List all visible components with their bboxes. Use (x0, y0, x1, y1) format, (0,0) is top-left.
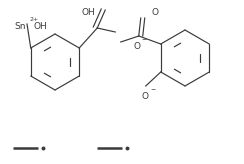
Text: O: O (133, 42, 140, 51)
Text: O: O (152, 8, 159, 17)
Text: 2+: 2+ (30, 17, 39, 22)
Text: O: O (142, 92, 149, 101)
Text: OH: OH (82, 8, 96, 17)
Text: −: − (150, 86, 155, 91)
Text: −: − (141, 36, 146, 41)
Text: OH: OH (33, 22, 47, 31)
Text: Sn: Sn (14, 22, 26, 31)
